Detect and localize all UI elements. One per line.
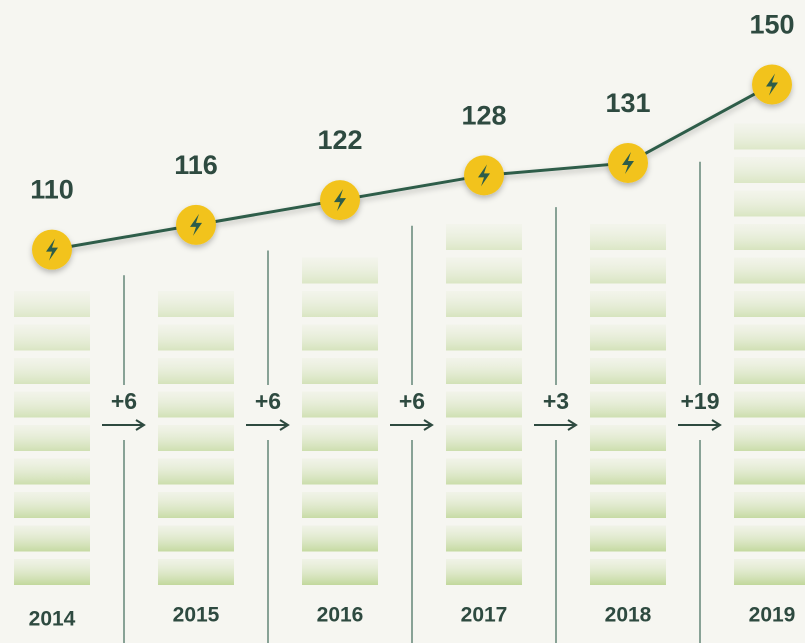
column-stripe (14, 458, 90, 485)
column-stripe (302, 492, 378, 518)
column-stripe (734, 257, 805, 284)
column-stripe (590, 492, 666, 518)
column-stripe (158, 492, 234, 518)
bolt-icon (334, 189, 346, 212)
column-stripe (734, 458, 805, 485)
column-stripe (158, 291, 234, 317)
column-stripe (302, 458, 378, 485)
column-stripe (590, 291, 666, 317)
column-stripe (302, 358, 378, 384)
column-stripe (446, 525, 522, 552)
background-columns (14, 123, 805, 643)
difference-arrow (390, 419, 434, 431)
value-label: 116 (174, 150, 218, 180)
column-stripe (446, 391, 522, 418)
difference-label: +6 (399, 388, 425, 414)
column-stripe (14, 492, 90, 518)
column-stripe (590, 358, 666, 384)
column-stripe (14, 559, 90, 585)
bolt-icon (478, 164, 490, 187)
column-stripe (446, 224, 522, 250)
difference-arrow (102, 419, 146, 431)
column-stripe (590, 525, 666, 552)
column-stripe (302, 559, 378, 585)
column-stripe (590, 391, 666, 418)
column-stripe (590, 559, 666, 585)
value-label: 131 (605, 88, 650, 118)
column-stripe (734, 525, 805, 552)
difference-label: +6 (255, 388, 281, 414)
column-stripe (158, 458, 234, 485)
column-stripe (590, 425, 666, 451)
bolt-icon (766, 73, 778, 96)
column-stripe (302, 324, 378, 351)
column-stripe (14, 324, 90, 351)
bolt-icon (190, 213, 202, 236)
value-label: 150 (749, 10, 794, 40)
column-stripe (590, 324, 666, 351)
value-label: 110 (30, 175, 74, 205)
column-stripe (446, 324, 522, 351)
column-stripe (734, 224, 805, 250)
line (51, 83, 773, 252)
column-stripe (446, 358, 522, 384)
column-stripe (14, 525, 90, 552)
column-stripe (446, 257, 522, 284)
column-stripe (302, 525, 378, 552)
column-stripe (590, 224, 666, 250)
column-stripe (590, 257, 666, 284)
column-stripe (158, 391, 234, 418)
column-stripe (302, 291, 378, 317)
x-tick-label: 2018 (605, 604, 652, 627)
column-stripe (446, 425, 522, 451)
column-stripe (734, 190, 805, 217)
column-stripe (14, 425, 90, 451)
column-stripe (734, 425, 805, 451)
x-tick-label: 2014 (29, 608, 76, 631)
difference-label: +6 (111, 388, 137, 414)
column-stripe (158, 324, 234, 351)
difference-arrow (534, 419, 578, 431)
difference-arrow (678, 419, 722, 431)
column-stripe (158, 525, 234, 552)
column-stripe (590, 458, 666, 485)
x-tick-label: 2019 (749, 604, 796, 627)
column-stripe (734, 291, 805, 317)
column-stripe (734, 324, 805, 351)
column-stripe (734, 358, 805, 384)
x-tick-label: 2015 (173, 604, 220, 627)
column-stripe (158, 559, 234, 585)
column-stripe (446, 291, 522, 317)
difference-arrow (246, 419, 290, 431)
column-stripe (734, 492, 805, 518)
plot: +6 +6 +6 +3 +19 110 2014 116 2015 122 2016 128 2017 1… (29, 10, 796, 631)
x-tick-label: 2016 (317, 604, 364, 627)
column-stripe (302, 425, 378, 451)
column-stripe (446, 492, 522, 518)
bolt-icon (622, 151, 634, 174)
value-label: 128 (461, 100, 506, 130)
column-stripe (734, 157, 805, 183)
column-stripe (446, 559, 522, 585)
column-stripe (734, 559, 805, 585)
column-stripe (14, 291, 90, 317)
column-stripe (734, 391, 805, 418)
bolt-icon (46, 238, 58, 261)
column-stripe (14, 358, 90, 384)
column-stripe (158, 358, 234, 384)
x-tick-label: 2017 (461, 604, 508, 627)
column-stripe (14, 391, 90, 418)
difference-label: +19 (680, 388, 719, 414)
column-stripe (302, 257, 378, 284)
value-label: 122 (317, 125, 362, 155)
column-stripe (302, 391, 378, 418)
column-stripe (446, 458, 522, 485)
column-stripe (734, 123, 805, 150)
column-stripe (158, 425, 234, 451)
difference-label: +3 (543, 388, 569, 414)
